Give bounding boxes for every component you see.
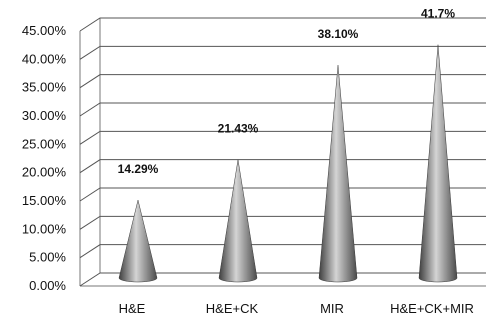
y-tick-label: 5.00% [29, 250, 66, 265]
gridline [79, 272, 486, 287]
x-tick-label: MIR [320, 301, 344, 316]
data-label: 21.43% [218, 122, 259, 136]
y-axis-ticks: 0.00% 5.00% 10.00% 15.00% 20.00% 25.00% 30.00%… [22, 23, 67, 293]
data-label: 41.7% [421, 7, 455, 21]
y-tick-label: 25.00% [22, 136, 67, 151]
data-labels: 14.29% 21.43% 38.10% 41.7% [118, 7, 456, 176]
gridline [79, 74, 486, 89]
gridline [79, 17, 486, 32]
cone-bar [318, 65, 358, 283]
y-tick-label: 10.00% [22, 221, 67, 236]
x-tick-label: H&E+CK+MIR [390, 301, 474, 316]
gridline [79, 159, 486, 174]
y-tick-label: 0.00% [29, 278, 66, 293]
gridline [79, 187, 486, 202]
y-tick-label: 15.00% [22, 193, 67, 208]
y-tick-label: 40.00% [22, 51, 67, 66]
cones [118, 44, 458, 283]
gridline [79, 215, 486, 230]
gridlines [79, 17, 486, 287]
y-tick-label: 30.00% [22, 108, 67, 123]
x-tick-label: H&E [119, 301, 146, 316]
data-label: 38.10% [318, 27, 359, 41]
y-tick-label: 45.00% [22, 23, 67, 38]
y-tick-label: 35.00% [22, 80, 67, 95]
x-tick-label: H&E+CK [206, 301, 259, 316]
gridline [79, 130, 486, 145]
gridline [79, 45, 486, 60]
cone-bar [418, 44, 458, 283]
cone-bar [218, 159, 258, 283]
cone-bar [118, 199, 158, 283]
data-label: 14.29% [118, 162, 159, 176]
gridline [79, 102, 486, 117]
x-axis-ticks: H&E H&E+CK MIR H&E+CK+MIR [119, 301, 474, 316]
y-tick-label: 20.00% [22, 165, 67, 180]
gridline [79, 244, 486, 259]
